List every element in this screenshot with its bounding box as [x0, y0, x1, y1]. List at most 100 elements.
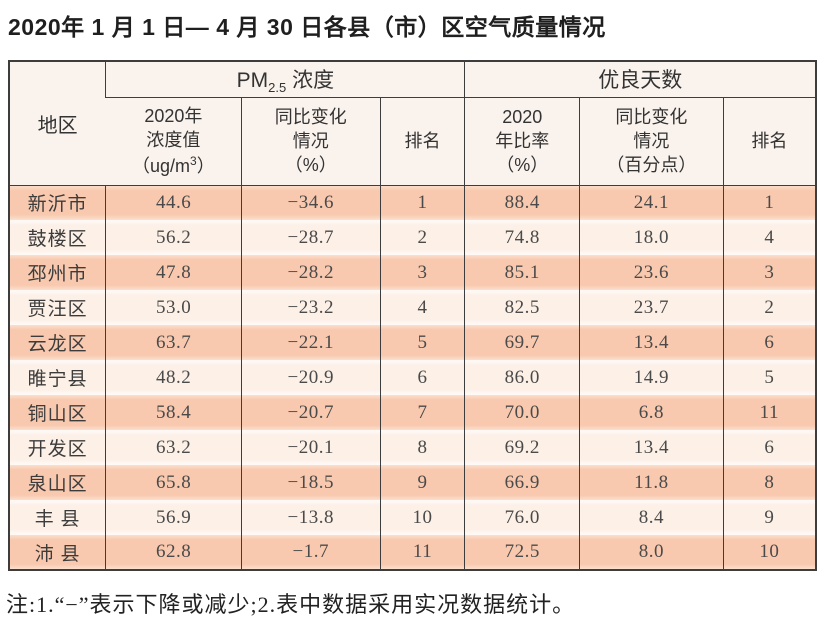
region-cell: 铜山区: [9, 395, 106, 430]
header-group-row: 地区 PM2.5 浓度 优良天数: [9, 61, 816, 186]
good-change-cell: 13.4: [579, 325, 724, 360]
table-row: 丰 县 56.9 −13.8 10 76.0 8.4 9: [9, 500, 816, 535]
good-rank-cell: 9: [722, 500, 816, 535]
subheader-pm-value: 2020年 浓度值 （ug/m3）: [105, 97, 242, 186]
pm-rank-cell: 8: [379, 430, 465, 465]
header-group-pm25: PM2.5 浓度: [105, 61, 465, 98]
good-rank-cell: 10: [722, 535, 816, 570]
pm-change-cell: −1.7: [240, 535, 381, 570]
region-cell: 邳州市: [9, 255, 106, 290]
good-ratio-cell: 74.8: [464, 220, 580, 255]
table-row: 邳州市 47.8 −28.2 3 85.1 23.6 3: [9, 255, 816, 290]
good-ratio-cell: 76.0: [464, 500, 580, 535]
good-ratio-cell: 66.9: [464, 465, 580, 500]
pm-rank-cell: 4: [379, 290, 465, 325]
region-cell: 丰 县: [9, 500, 106, 535]
pm-rank-cell: 3: [379, 255, 465, 290]
pm25-label-subscript: 2.5: [268, 79, 287, 95]
table-row: 铜山区 58.4 −20.7 7 70.0 6.8 11: [9, 395, 816, 430]
pm-value-cell: 47.8: [105, 255, 242, 290]
table-header: 地区 PM2.5 浓度 优良天数 2020年 浓度值 （ug/m3） 同比变化 …: [9, 61, 816, 186]
unit-superscript: 3: [190, 153, 197, 168]
pm-value-cell: 65.8: [105, 465, 242, 500]
region-cell: 沛 县: [9, 535, 106, 570]
region-cell: 新沂市: [9, 185, 106, 220]
good-ratio-cell: 82.5: [464, 290, 580, 325]
header-region: 地区: [9, 61, 106, 186]
good-change-cell: 23.7: [579, 290, 724, 325]
subheader-pm-value-text: 2020年 浓度值: [144, 106, 203, 151]
header-group-good-days: 优良天数: [464, 61, 816, 98]
subheader-pm-rank: 排名: [379, 97, 465, 186]
good-change-cell: 14.9: [579, 360, 724, 395]
table-row: 开发区 63.2 −20.1 8 69.2 13.4 6: [9, 430, 816, 465]
good-rank-cell: 8: [722, 465, 816, 500]
good-change-cell: 11.8: [579, 465, 724, 500]
pm-change-cell: −28.7: [240, 220, 381, 255]
subheader-good-ratio: 2020 年比率 （%）: [464, 97, 580, 186]
pm-value-cell: 56.9: [105, 500, 242, 535]
subheader-good-change: 同比变化 情况 （百分点）: [579, 97, 724, 186]
pm25-label-suffix: 浓度: [286, 68, 335, 92]
pm-change-cell: −22.1: [240, 325, 381, 360]
pm-change-cell: −20.1: [240, 430, 381, 465]
good-rank-cell: 6: [722, 325, 816, 360]
good-ratio-cell: 72.5: [464, 535, 580, 570]
table-row: 睢宁县 48.2 −20.9 6 86.0 14.9 5: [9, 360, 816, 395]
pm-change-cell: −20.9: [240, 360, 381, 395]
region-cell: 贾汪区: [9, 290, 106, 325]
table-row: 沛 县 62.8 −1.7 11 72.5 8.0 10: [9, 535, 816, 570]
pm-rank-cell: 10: [379, 500, 465, 535]
pm-value-cell: 63.7: [105, 325, 242, 360]
pm25-label-prefix: PM: [236, 68, 269, 92]
pm-change-cell: −28.2: [240, 255, 381, 290]
page-title: 2020年 1 月 1 日— 4 月 30 日各县（市）区空气质量情况: [8, 14, 606, 40]
good-rank-cell: 1: [722, 185, 816, 220]
pm-value-cell: 63.2: [105, 430, 242, 465]
subheader-pm-value-unit: （ug/m3）: [106, 153, 241, 178]
pm-rank-cell: 5: [379, 325, 465, 360]
pm-change-cell: −13.8: [240, 500, 381, 535]
good-change-cell: 18.0: [579, 220, 724, 255]
region-cell: 鼓楼区: [9, 220, 106, 255]
good-change-cell: 24.1: [579, 185, 724, 220]
pm-rank-cell: 6: [379, 360, 465, 395]
good-ratio-cell: 86.0: [464, 360, 580, 395]
air-quality-table: 地区 PM2.5 浓度 优良天数 2020年 浓度值 （ug/m3） 同比变化 …: [8, 60, 817, 571]
good-rank-cell: 4: [722, 220, 816, 255]
pm-rank-cell: 9: [379, 465, 465, 500]
good-ratio-cell: 85.1: [464, 255, 580, 290]
subheader-good-rank: 排名: [722, 97, 816, 186]
good-change-cell: 8.0: [579, 535, 724, 570]
table-row: 云龙区 63.7 −22.1 5 69.7 13.4 6: [9, 325, 816, 360]
region-cell: 泉山区: [9, 465, 106, 500]
unit-suffix: ）: [196, 155, 215, 176]
good-ratio-cell: 69.2: [464, 430, 580, 465]
good-change-cell: 13.4: [579, 430, 724, 465]
good-ratio-cell: 69.7: [464, 325, 580, 360]
table-row: 新沂市 44.6 −34.6 1 88.4 24.1 1: [9, 185, 816, 220]
good-ratio-cell: 70.0: [464, 395, 580, 430]
good-rank-cell: 6: [722, 430, 816, 465]
pm-rank-cell: 2: [379, 220, 465, 255]
pm-value-cell: 44.6: [105, 185, 242, 220]
good-rank-cell: 11: [722, 395, 816, 430]
pm-change-cell: −18.5: [240, 465, 381, 500]
good-change-cell: 6.8: [579, 395, 724, 430]
good-change-cell: 23.6: [579, 255, 724, 290]
good-rank-cell: 2: [722, 290, 816, 325]
region-cell: 云龙区: [9, 325, 106, 360]
good-rank-cell: 5: [722, 360, 816, 395]
table-row: 鼓楼区 56.2 −28.7 2 74.8 18.0 4: [9, 220, 816, 255]
pm-value-cell: 62.8: [105, 535, 242, 570]
unit-prefix: （ug/m: [132, 155, 191, 176]
region-cell: 睢宁县: [9, 360, 106, 395]
pm-value-cell: 56.2: [105, 220, 242, 255]
pm-change-cell: −20.7: [240, 395, 381, 430]
pm-value-cell: 53.0: [105, 290, 242, 325]
table-row: 贾汪区 53.0 −23.2 4 82.5 23.7 2: [9, 290, 816, 325]
good-change-cell: 8.4: [579, 500, 724, 535]
subheader-pm-change: 同比变化 情况 （%）: [240, 97, 381, 186]
footnote: 注:1.“−”表示下降或减少;2.表中数据采用实况数据统计。: [6, 592, 576, 617]
